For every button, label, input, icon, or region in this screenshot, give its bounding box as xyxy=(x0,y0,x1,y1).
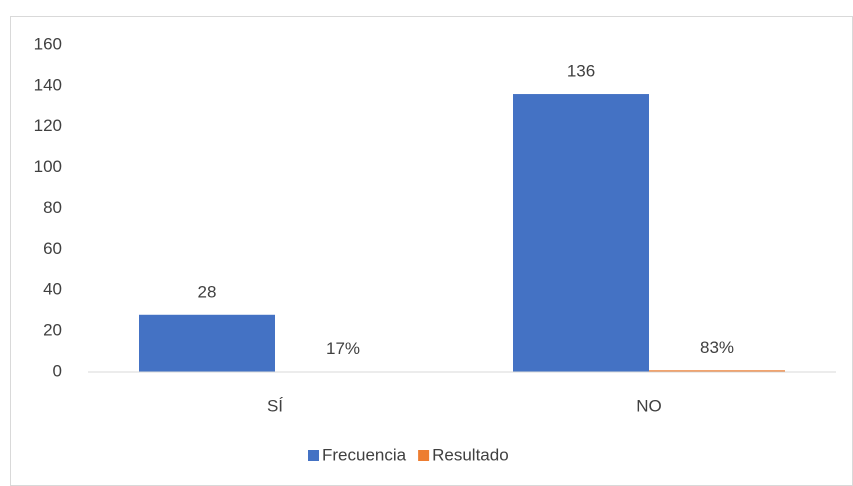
x-tick-label: NO xyxy=(636,396,662,415)
x-tick-label: SÍ xyxy=(267,396,283,415)
legend-swatch xyxy=(308,450,319,461)
data-label: 136 xyxy=(567,62,595,81)
legend-label: Frecuencia xyxy=(322,445,407,464)
y-tick-label: 20 xyxy=(43,321,62,340)
bar xyxy=(513,94,649,373)
bar xyxy=(139,314,275,372)
y-tick-label: 40 xyxy=(43,280,62,299)
bar xyxy=(649,370,785,372)
y-tick-label: 140 xyxy=(34,75,62,94)
y-tick-label: 120 xyxy=(34,116,62,135)
y-tick-label: 160 xyxy=(34,34,62,53)
y-tick-label: 0 xyxy=(53,361,62,380)
data-label: 17% xyxy=(326,339,360,358)
y-tick-label: 60 xyxy=(43,239,62,258)
y-tick-label: 80 xyxy=(43,198,62,217)
legend-swatch xyxy=(418,450,430,461)
data-label: 83% xyxy=(700,338,734,357)
data-label: 28 xyxy=(198,282,217,301)
y-tick-label: 100 xyxy=(34,157,62,176)
legend-label: Resultado xyxy=(432,445,509,464)
chart-border xyxy=(10,16,853,486)
